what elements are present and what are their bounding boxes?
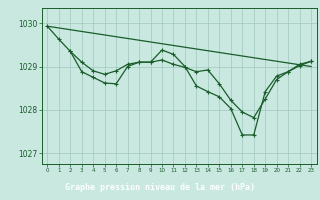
Text: Graphe pression niveau de la mer (hPa): Graphe pression niveau de la mer (hPa) <box>65 182 255 192</box>
